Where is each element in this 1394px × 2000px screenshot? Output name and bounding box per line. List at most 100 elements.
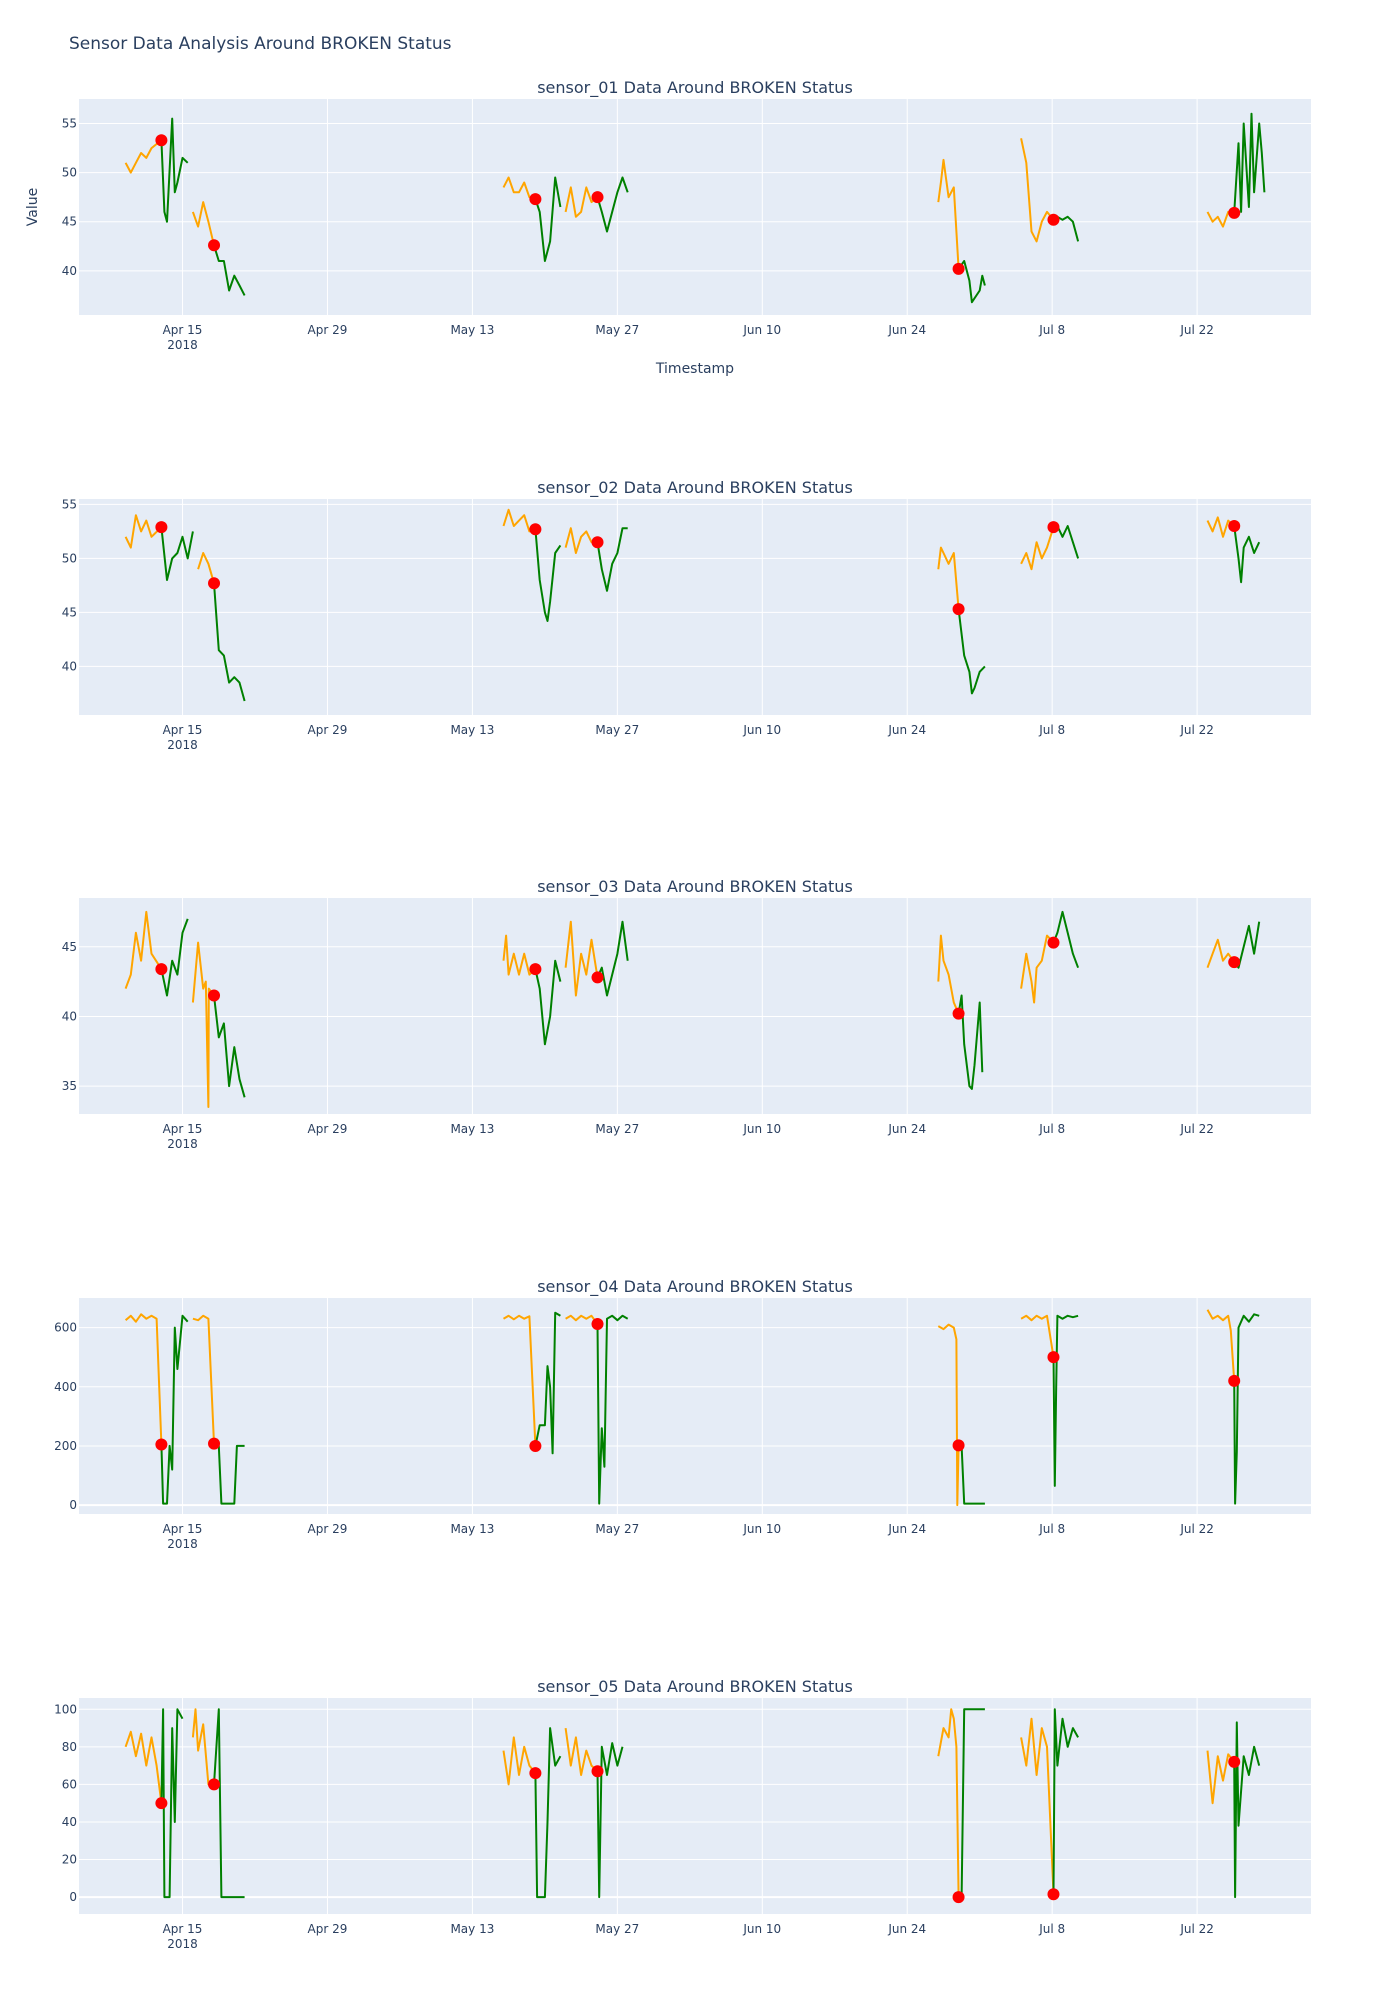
series-group xyxy=(124,508,1261,702)
broken-status-marker xyxy=(952,1891,965,1904)
y-tick-label: 600 xyxy=(54,1321,77,1335)
after-broken-line xyxy=(596,1742,624,1899)
after-broken-line xyxy=(534,1311,561,1455)
before-broken-line xyxy=(124,514,163,549)
after-broken-line xyxy=(213,583,246,702)
broken-status-marker xyxy=(208,1437,221,1450)
broken-status-marker xyxy=(155,1797,168,1810)
x-tick-label: Jun 10 xyxy=(742,1522,781,1536)
y-tick-label: 60 xyxy=(62,1777,77,1791)
y-tick-label: 40 xyxy=(62,1815,77,1829)
plot-area xyxy=(79,1298,1311,1514)
series-group xyxy=(124,910,1261,1108)
y-tick-label: 40 xyxy=(62,1009,77,1023)
x-tick-year-label: 2018 xyxy=(167,1937,198,1951)
after-broken-line xyxy=(534,529,562,622)
y-tick-label: 80 xyxy=(62,1740,77,1754)
before-broken-line xyxy=(502,934,537,976)
broken-status-marker xyxy=(529,523,542,536)
broken-status-marker xyxy=(591,536,604,549)
x-tick-label: Jul 22 xyxy=(1179,1122,1214,1136)
after-broken-line xyxy=(1233,112,1266,213)
after-broken-line xyxy=(1233,1313,1260,1505)
before-broken-line xyxy=(1020,138,1055,243)
after-broken-line xyxy=(596,1314,629,1505)
broken-status-marker xyxy=(1047,521,1060,534)
x-tick-label: May 27 xyxy=(595,723,639,737)
y-tick-label: 55 xyxy=(62,497,77,511)
after-broken-line xyxy=(213,1708,245,1899)
x-tick-label: Apr 29 xyxy=(308,323,348,337)
broken-status-marker xyxy=(1228,206,1241,219)
broken-status-marker xyxy=(208,1778,221,1791)
before-broken-line xyxy=(1206,1309,1236,1381)
y-tick-label: 50 xyxy=(62,551,77,565)
broken-status-marker xyxy=(1047,936,1060,949)
broken-status-marker xyxy=(208,577,221,590)
y-tick-label: 40 xyxy=(62,659,77,673)
after-broken-line xyxy=(1052,910,1080,969)
before-broken-line xyxy=(564,527,598,554)
x-tick-label: Jul 22 xyxy=(1179,723,1214,737)
before-broken-line xyxy=(1206,516,1235,538)
subplot-title: sensor_01 Data Around BROKEN Status xyxy=(537,78,853,98)
plot-area xyxy=(79,99,1311,315)
y-tick-label: 45 xyxy=(62,605,77,619)
subplot-title: sensor_03 Data Around BROKEN Status xyxy=(537,877,853,897)
after-broken-line xyxy=(534,1727,562,1899)
before-broken-line xyxy=(1020,1717,1055,1895)
broken-status-marker xyxy=(952,262,965,275)
x-tick-label: Jul 22 xyxy=(1179,1922,1214,1936)
x-tick-label: May 27 xyxy=(595,1922,639,1936)
x-tick-label: May 27 xyxy=(595,1522,639,1536)
x-tick-label: Apr 29 xyxy=(308,1122,348,1136)
broken-status-marker xyxy=(591,1765,604,1778)
after-broken-line xyxy=(160,1314,189,1505)
broken-status-marker xyxy=(1047,213,1060,226)
y-tick-label: 400 xyxy=(54,1380,77,1394)
before-broken-line xyxy=(937,158,960,269)
broken-status-marker xyxy=(529,193,542,206)
subplot-title: sensor_04 Data Around BROKEN Status xyxy=(537,1277,853,1297)
x-tick-label: Apr 15 xyxy=(163,723,203,737)
broken-status-marker xyxy=(155,963,168,976)
x-tick-label: Apr 29 xyxy=(308,723,348,737)
before-broken-line xyxy=(937,934,960,1015)
before-broken-line xyxy=(502,176,536,201)
y-tick-label: 35 xyxy=(62,1079,77,1093)
x-tick-label: May 27 xyxy=(595,323,639,337)
before-broken-line xyxy=(1020,934,1055,1004)
before-broken-line xyxy=(124,1730,163,1804)
x-tick-label: May 27 xyxy=(595,1122,639,1136)
after-broken-line xyxy=(957,609,986,695)
x-tick-label: Jul 8 xyxy=(1038,1522,1065,1536)
figure-title: Sensor Data Analysis Around BROKEN Statu… xyxy=(69,34,452,54)
broken-status-marker xyxy=(591,1318,604,1331)
after-broken-line xyxy=(160,918,189,997)
y-tick-label: 45 xyxy=(62,215,77,229)
after-broken-line xyxy=(957,260,986,304)
x-tick-label: Jul 22 xyxy=(1179,323,1214,337)
broken-status-marker xyxy=(208,239,221,252)
x-tick-label: May 13 xyxy=(450,323,494,337)
after-broken-line xyxy=(160,1708,184,1899)
after-broken-line xyxy=(160,526,194,581)
broken-status-marker xyxy=(1047,1351,1060,1364)
after-broken-line xyxy=(213,995,246,1098)
before-broken-line xyxy=(191,941,215,1108)
before-broken-line xyxy=(197,552,215,584)
broken-status-marker xyxy=(155,1438,168,1451)
y-tick-label: 40 xyxy=(62,264,77,278)
before-broken-line xyxy=(191,201,215,246)
series-group xyxy=(124,1309,1260,1507)
y-axis-title: Value xyxy=(25,188,41,226)
x-tick-label: Jun 24 xyxy=(887,323,926,337)
before-broken-line xyxy=(124,139,163,174)
x-tick-label: Apr 15 xyxy=(163,1922,203,1936)
before-broken-line xyxy=(564,186,599,218)
broken-status-marker xyxy=(155,134,168,147)
